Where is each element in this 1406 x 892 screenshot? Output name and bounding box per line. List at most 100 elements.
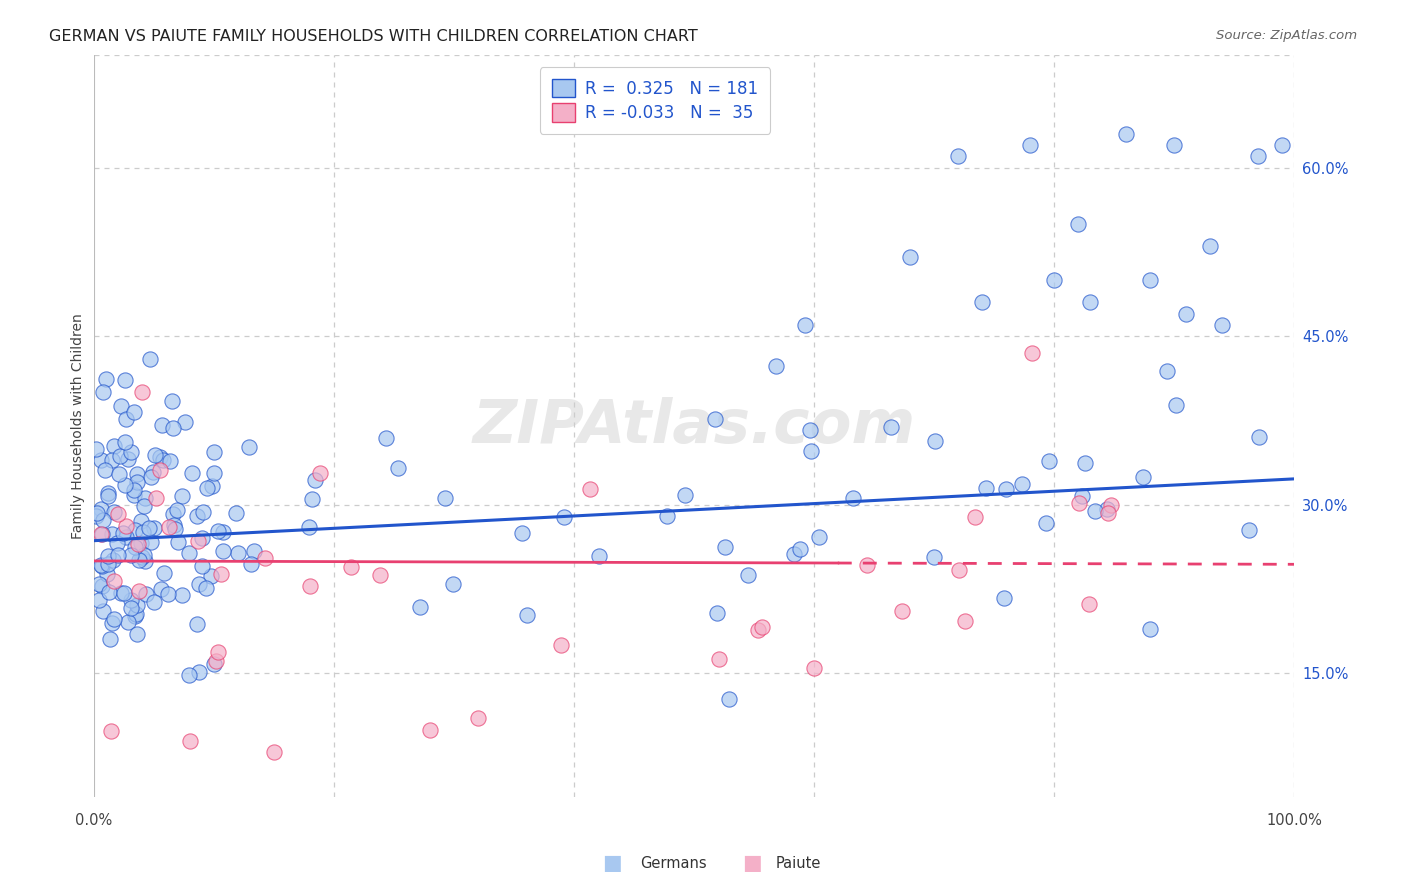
Point xyxy=(162,507,184,521)
Point xyxy=(167,535,190,549)
Point xyxy=(1097,501,1119,516)
Point xyxy=(550,639,572,653)
Point xyxy=(165,522,187,536)
Point xyxy=(90,558,112,573)
Point xyxy=(1211,318,1233,332)
Point xyxy=(108,467,131,481)
Point xyxy=(159,453,181,467)
Point xyxy=(124,488,146,502)
Point xyxy=(842,491,865,506)
Point xyxy=(127,467,149,481)
Point xyxy=(173,415,195,429)
Point xyxy=(441,577,464,591)
Point xyxy=(1115,127,1137,141)
Point xyxy=(127,537,149,551)
Point xyxy=(122,405,145,419)
Point xyxy=(713,540,735,554)
Point xyxy=(783,547,806,561)
Point xyxy=(751,620,773,634)
Point xyxy=(922,550,945,565)
Point xyxy=(179,733,201,747)
Point xyxy=(100,615,122,630)
Point xyxy=(187,577,209,591)
Point xyxy=(152,453,174,467)
Point xyxy=(108,449,131,463)
Point xyxy=(970,295,993,310)
Point xyxy=(1132,470,1154,484)
Point xyxy=(98,585,121,599)
Point xyxy=(145,491,167,505)
Text: ZIPAtlas.com: ZIPAtlas.com xyxy=(472,397,915,456)
Point xyxy=(1074,456,1097,470)
Point xyxy=(993,591,1015,606)
Point xyxy=(1249,429,1271,443)
Point xyxy=(207,524,229,538)
Point xyxy=(122,483,145,497)
Text: Germans: Germans xyxy=(640,856,706,871)
Point xyxy=(127,475,149,489)
Point xyxy=(107,548,129,562)
Point xyxy=(963,509,986,524)
Point xyxy=(117,615,139,629)
Point xyxy=(124,608,146,623)
Point xyxy=(87,592,110,607)
Point xyxy=(191,558,214,573)
Point xyxy=(107,507,129,521)
Point xyxy=(177,667,200,681)
Point xyxy=(124,540,146,554)
Point xyxy=(299,579,322,593)
Point xyxy=(195,481,218,495)
Point xyxy=(101,453,124,467)
Point xyxy=(304,474,326,488)
Point xyxy=(90,526,112,541)
Point xyxy=(103,439,125,453)
Y-axis label: Family Households with Children: Family Households with Children xyxy=(72,313,86,539)
Point xyxy=(880,420,903,434)
Point xyxy=(86,506,108,520)
Text: GERMAN VS PAIUTE FAMILY HOUSEHOLDS WITH CHILDREN CORRELATION CHART: GERMAN VS PAIUTE FAMILY HOUSEHOLDS WITH … xyxy=(49,29,697,45)
Point xyxy=(110,586,132,600)
Point xyxy=(1035,516,1057,530)
Point xyxy=(114,412,136,426)
Point xyxy=(202,445,225,459)
Point xyxy=(134,491,156,505)
Point xyxy=(1084,504,1107,518)
Point xyxy=(737,568,759,582)
Point xyxy=(994,482,1017,496)
Point xyxy=(856,558,879,573)
Point xyxy=(553,510,575,524)
Point xyxy=(201,479,224,493)
Point xyxy=(516,607,538,622)
Point xyxy=(433,491,456,506)
Point xyxy=(142,465,165,479)
Point xyxy=(298,520,321,534)
Point xyxy=(238,440,260,454)
Point xyxy=(97,549,120,564)
Point xyxy=(212,525,235,540)
Point xyxy=(157,587,180,601)
Point xyxy=(1156,364,1178,378)
Point xyxy=(132,524,155,539)
Point xyxy=(717,692,740,706)
Text: Source: ZipAtlas.com: Source: ZipAtlas.com xyxy=(1216,29,1357,43)
Point xyxy=(191,531,214,545)
Point xyxy=(1019,138,1042,153)
Text: Paiute: Paiute xyxy=(776,856,821,871)
Point xyxy=(948,563,970,577)
Point xyxy=(103,574,125,589)
Point xyxy=(135,587,157,601)
Point xyxy=(1077,597,1099,611)
Point xyxy=(243,544,266,558)
Point xyxy=(579,483,602,497)
Point xyxy=(97,557,120,571)
Point xyxy=(110,399,132,413)
Point xyxy=(100,724,122,739)
Point xyxy=(370,567,392,582)
Point xyxy=(1067,217,1090,231)
Point xyxy=(89,576,111,591)
Point xyxy=(129,536,152,550)
Point xyxy=(800,444,823,458)
Point xyxy=(240,557,263,571)
Point xyxy=(1038,454,1060,468)
Point xyxy=(96,566,118,581)
